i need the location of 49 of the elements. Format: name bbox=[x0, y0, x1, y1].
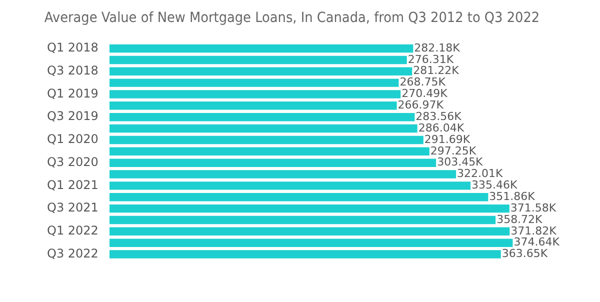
data-label: 286.04K bbox=[418, 121, 465, 134]
bar bbox=[109, 170, 456, 178]
data-label: 297.25K bbox=[430, 144, 477, 158]
bar bbox=[109, 56, 407, 64]
data-label: 281.22K bbox=[413, 64, 460, 78]
bar bbox=[109, 136, 424, 144]
bar bbox=[109, 112, 415, 122]
y-tick-label: Q3 2019 bbox=[46, 109, 98, 124]
data-label: 291.69K bbox=[424, 132, 471, 146]
y-tick-label: Q3 2022 bbox=[46, 246, 98, 260]
y-tick-label: Q1 2020 bbox=[46, 132, 98, 146]
bar bbox=[109, 193, 488, 202]
bar bbox=[109, 78, 399, 87]
data-label: 358.72K bbox=[496, 212, 544, 226]
data-label: 371.58K bbox=[510, 201, 557, 214]
data-label: 303.45K bbox=[437, 156, 484, 169]
data-label: 363.65K bbox=[502, 247, 548, 260]
y-tick-label: Q1 2018 bbox=[46, 40, 98, 55]
y-tick-label: Q1 2021 bbox=[46, 178, 98, 192]
y-tick-label: Q1 2022 bbox=[46, 224, 98, 238]
y-tick-label: Q3 2021 bbox=[46, 200, 98, 215]
y-tick-label: Q3 2020 bbox=[46, 154, 98, 169]
bar bbox=[109, 238, 513, 247]
bar bbox=[109, 102, 397, 110]
data-label: 282.18K bbox=[414, 41, 461, 54]
bar bbox=[109, 216, 496, 224]
data-label: 322.01K bbox=[457, 167, 504, 180]
data-label: 351.86K bbox=[489, 190, 536, 203]
bar bbox=[109, 67, 412, 76]
bar bbox=[109, 182, 471, 190]
bar bbox=[109, 158, 436, 167]
chart-title: Average Value of New Mortgage Loans, In Canada, from Q3 2012 to Q3 2022 bbox=[44, 10, 540, 26]
bar bbox=[109, 204, 510, 213]
data-label: 276.31K bbox=[408, 52, 454, 66]
data-label: 371.82K bbox=[510, 224, 558, 238]
bar bbox=[109, 44, 414, 53]
data-label: 374.64K bbox=[514, 236, 560, 249]
data-label: 283.56K bbox=[416, 110, 462, 123]
data-label: 335.46K bbox=[472, 178, 518, 192]
data-label: 270.49K bbox=[402, 87, 448, 100]
data-label: 268.75K bbox=[400, 76, 446, 89]
bar bbox=[109, 90, 401, 98]
y-tick-label: Q3 2018 bbox=[46, 64, 98, 78]
bar bbox=[109, 227, 510, 236]
y-tick-label: Q1 2019 bbox=[46, 86, 98, 100]
bar bbox=[109, 124, 418, 133]
bar bbox=[109, 250, 501, 258]
bar bbox=[109, 147, 430, 156]
data-label: 266.97K bbox=[398, 98, 444, 112]
